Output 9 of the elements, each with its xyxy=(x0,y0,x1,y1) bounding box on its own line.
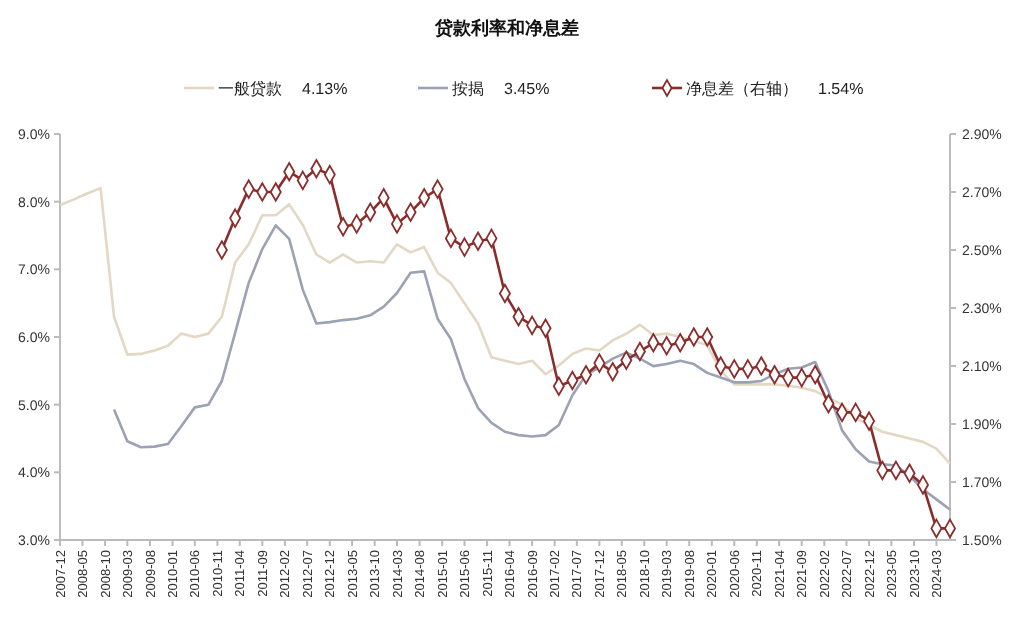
text: 4.13% xyxy=(302,80,348,98)
text: 1.54% xyxy=(818,80,864,98)
line-series xyxy=(58,186,952,465)
chart-title: 贷款利率和净息差 xyxy=(433,18,579,38)
legend-label: 一般贷款 xyxy=(218,80,282,98)
text: 3.45% xyxy=(504,80,550,98)
legend-label: 按揭 xyxy=(452,80,484,98)
line-series xyxy=(112,224,952,511)
legend-label: 净息差（右轴） xyxy=(686,80,798,98)
